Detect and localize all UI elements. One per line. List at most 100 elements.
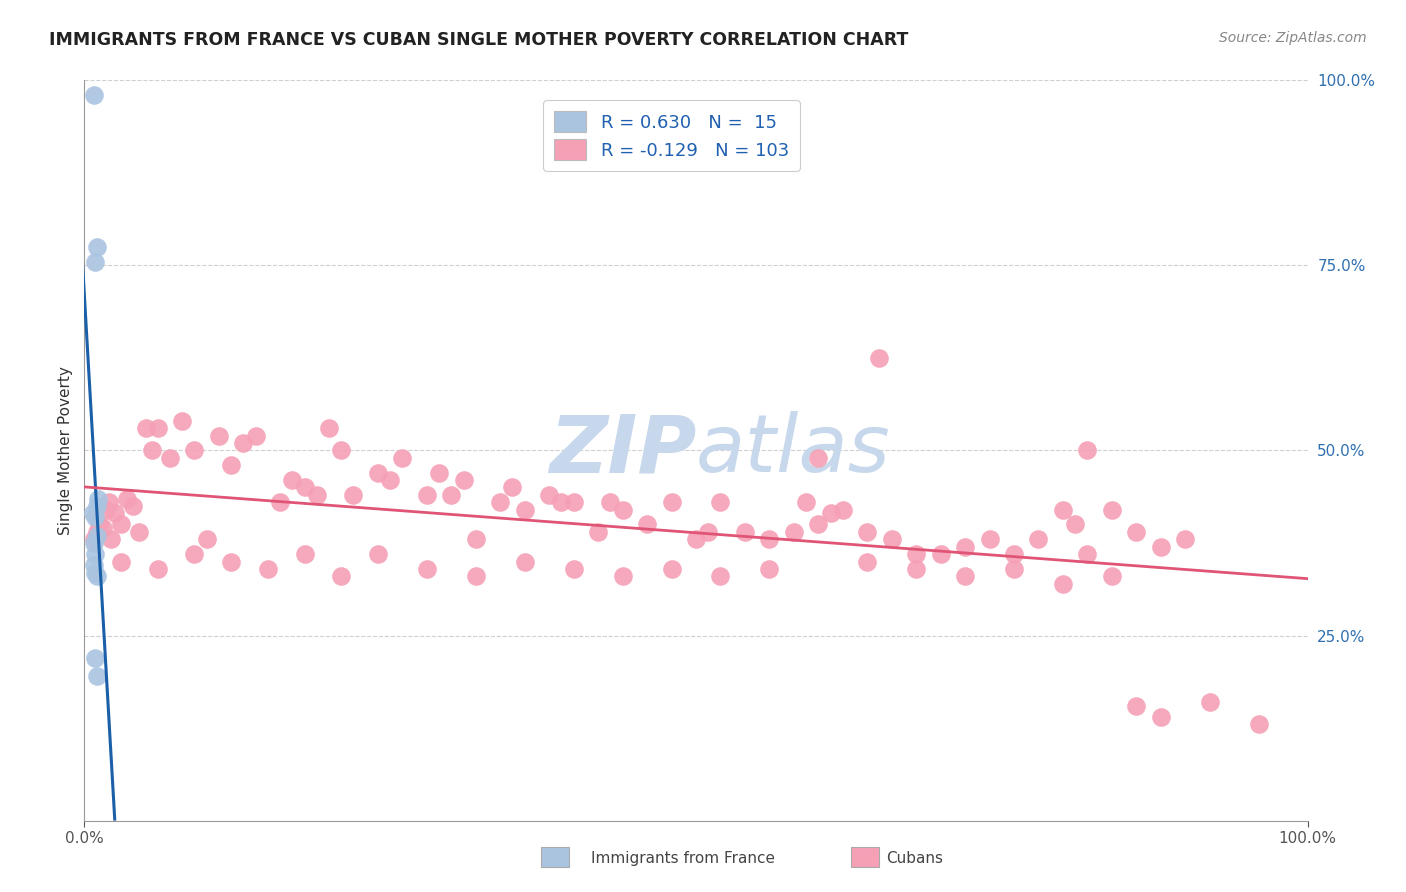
FancyBboxPatch shape [851,847,879,867]
Point [208,428,231,442]
Point [612,569,634,583]
Point [232,436,254,450]
Point [83,558,105,573]
Point [979,533,1001,547]
Point [807,517,830,532]
Point [794,495,817,509]
Point [783,524,806,539]
Point [84,650,107,665]
Point [367,466,389,480]
Y-axis label: Single Mother Poverty: Single Mother Poverty [58,366,73,535]
Point [122,499,145,513]
Point [464,569,486,583]
Point [1064,517,1087,532]
Point [294,547,316,561]
Point [416,562,439,576]
Point [661,495,683,509]
Point [953,540,976,554]
Point [1101,569,1123,583]
Point [83,533,105,547]
Point [905,547,928,561]
Point [929,547,952,561]
Point [709,569,731,583]
Point [269,495,291,509]
Point [86,569,108,583]
Point [831,502,853,516]
Point [1198,695,1220,709]
Point [91,521,114,535]
Legend: R = 0.630   N =  15, R = -0.129   N = 103: R = 0.630 N = 15, R = -0.129 N = 103 [543,101,800,171]
Point [281,473,304,487]
Point [96,502,118,516]
Point [219,458,242,473]
Point [84,547,107,561]
Point [905,562,928,576]
Point [820,507,842,521]
Point [245,428,267,442]
Point [513,555,536,569]
Point [330,569,353,583]
Point [734,524,756,539]
Point [513,502,536,516]
Point [183,547,205,561]
Point [661,562,683,576]
Point [1076,547,1098,561]
Point [1076,443,1098,458]
Point [115,491,138,506]
Point [110,517,132,532]
Point [880,533,903,547]
Point [82,507,104,521]
Text: Source: ZipAtlas.com: Source: ZipAtlas.com [1219,31,1367,45]
Point [318,421,340,435]
Point [135,421,157,435]
Point [84,510,107,524]
Point [807,450,830,465]
Point [758,533,780,547]
Point [83,536,105,550]
Point [427,466,450,480]
Point [104,507,127,521]
Point [195,533,218,547]
Point [84,254,107,268]
Point [294,480,316,494]
Point [1150,540,1173,554]
Point [146,421,169,435]
Point [83,88,105,103]
Point [440,488,463,502]
Point [856,524,879,539]
Point [464,533,486,547]
Point [953,569,976,583]
Point [367,547,389,561]
Point [141,443,163,458]
Point [758,562,780,576]
Point [342,488,364,502]
Point [86,524,108,539]
Point [183,443,205,458]
Point [538,488,561,502]
Point [110,555,132,569]
Point [86,499,108,513]
Point [1028,533,1050,547]
Point [1052,576,1074,591]
Point [1247,717,1270,731]
Point [100,533,122,547]
Point [86,528,108,542]
Point [87,491,110,506]
Point [612,502,634,516]
Point [856,555,879,569]
Point [562,495,585,509]
Point [86,240,108,254]
Point [453,473,475,487]
Point [97,495,120,509]
Point [709,495,731,509]
Point [697,524,720,539]
Point [391,450,413,465]
Point [1002,547,1025,561]
Point [489,495,512,509]
Point [1174,533,1197,547]
Point [84,566,107,580]
Point [159,450,181,465]
Point [330,443,353,458]
Point [1002,562,1025,576]
Point [1150,710,1173,724]
